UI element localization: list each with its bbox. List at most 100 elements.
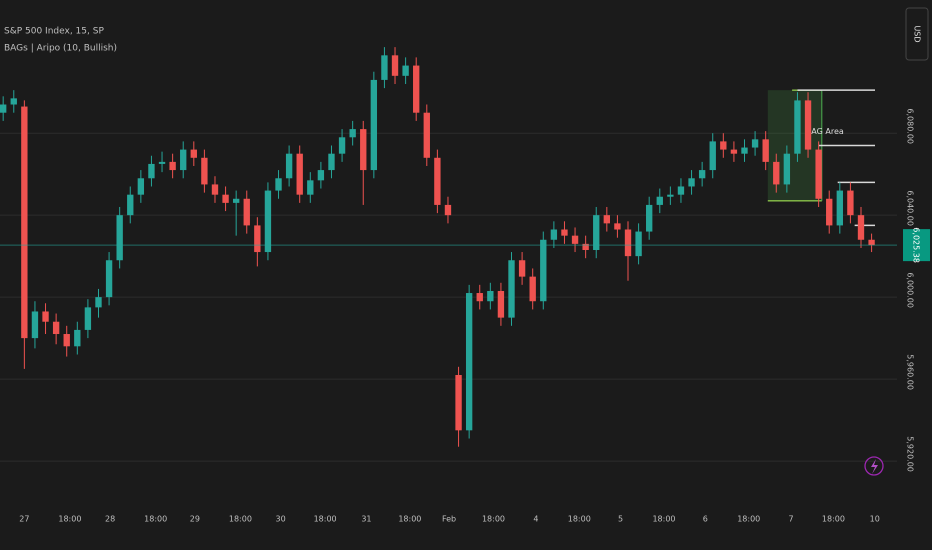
x-tick-label: 18:00	[398, 515, 421, 524]
candle-body	[624, 229, 632, 257]
last-price-tag	[903, 229, 930, 262]
candle-body	[847, 190, 854, 216]
candle-body	[317, 170, 325, 181]
candle-body	[783, 153, 791, 185]
candle-body	[413, 65, 420, 113]
y-tick-label: 5,960.00	[906, 354, 915, 390]
candle-body	[476, 293, 483, 302]
candle-body	[338, 137, 346, 154]
candle-body	[571, 235, 579, 244]
candle-body	[169, 161, 176, 171]
candle-body	[254, 225, 261, 253]
alert-icon[interactable]	[864, 456, 884, 476]
x-tick-label: 31	[361, 515, 371, 524]
candle-body	[550, 229, 558, 240]
candle-body	[540, 239, 547, 302]
candle-body	[857, 215, 865, 240]
candle-body	[180, 149, 187, 171]
candle-body	[264, 190, 272, 253]
x-tick-label: Feb	[442, 515, 456, 524]
candle-body	[444, 204, 452, 216]
candle-body	[518, 260, 526, 277]
indicator-name: BAGs | Aripo (10, Bullish)	[4, 44, 117, 54]
x-tick-label: 18:00	[58, 515, 81, 524]
candle-body	[508, 260, 515, 318]
candle-body	[211, 184, 219, 195]
candle-body	[656, 196, 663, 205]
candle-body	[158, 161, 166, 164]
candle-body	[603, 215, 611, 224]
candle-body	[497, 290, 505, 318]
x-tick-label: 7	[789, 515, 794, 524]
candle-body	[762, 139, 769, 162]
candle-body	[582, 243, 589, 250]
candle-body	[465, 293, 473, 431]
candle-body	[275, 178, 282, 191]
candle-body	[105, 260, 113, 298]
candle-body	[190, 149, 197, 158]
candle-body	[434, 157, 441, 205]
candle-body	[561, 229, 568, 236]
candle-body	[836, 190, 843, 226]
candle-body	[391, 55, 399, 76]
candle-body	[42, 311, 49, 322]
candle-body	[360, 129, 367, 171]
alert-bolt[interactable]	[871, 459, 878, 474]
x-tick-label: 10	[870, 515, 880, 524]
candle-body	[593, 215, 600, 250]
candle-body	[137, 178, 145, 195]
last-price-label: 6,025.38	[912, 227, 921, 263]
candle-body	[201, 157, 208, 185]
candle-body	[614, 223, 621, 230]
x-tick-label: 18:00	[144, 515, 167, 524]
candle-body	[31, 311, 39, 339]
candle-body	[794, 100, 801, 154]
x-tick-label: 18:00	[314, 515, 337, 524]
x-tick-label: 5	[618, 515, 623, 524]
candle-body	[381, 55, 388, 80]
candle-body	[148, 163, 155, 179]
candle-body	[84, 307, 92, 330]
candle-body	[826, 198, 833, 226]
y-tick-label: 5,920.00	[906, 436, 915, 472]
candle-body	[773, 161, 780, 185]
candle-body	[328, 153, 335, 171]
x-tick-label: 18:00	[482, 515, 505, 524]
x-tick-label: 30	[276, 515, 286, 524]
candle-body	[423, 112, 430, 158]
candle-body	[232, 198, 240, 203]
candle-body	[709, 141, 716, 171]
y-tick-label: 6,080.00	[906, 108, 915, 144]
x-tick-label: 4	[533, 515, 538, 524]
candle-body	[21, 106, 28, 339]
currency-button[interactable]	[905, 7, 929, 61]
currency-label[interactable]: USD	[913, 25, 922, 42]
y-tick-label: 6,040.00	[906, 190, 915, 226]
chart-title: S&P 500 Index, 15, SP	[4, 27, 104, 37]
candle-body	[698, 170, 706, 179]
candle-body	[646, 204, 653, 232]
x-tick-label: 18:00	[229, 515, 252, 524]
candle-body	[455, 375, 462, 431]
candle-body	[487, 290, 494, 302]
x-tick-label: 18:00	[737, 515, 760, 524]
x-tick-label: 29	[190, 515, 200, 524]
candle-body	[0, 104, 7, 113]
candle-body	[868, 239, 875, 246]
candle-body	[285, 153, 293, 179]
x-tick-label: 18:00	[822, 515, 845, 524]
x-tick-label: 27	[19, 515, 29, 524]
candle-body	[635, 231, 642, 257]
x-tick-label: 28	[105, 515, 115, 524]
candle-body	[370, 79, 378, 171]
candle-body	[529, 276, 536, 302]
candle-body	[116, 215, 123, 261]
bag-label: BAG Area	[806, 127, 844, 136]
candle-body	[720, 141, 727, 150]
y-tick-label: 6,000.00	[906, 272, 915, 308]
candle-body	[52, 321, 60, 335]
x-tick-label: 6	[703, 515, 708, 524]
